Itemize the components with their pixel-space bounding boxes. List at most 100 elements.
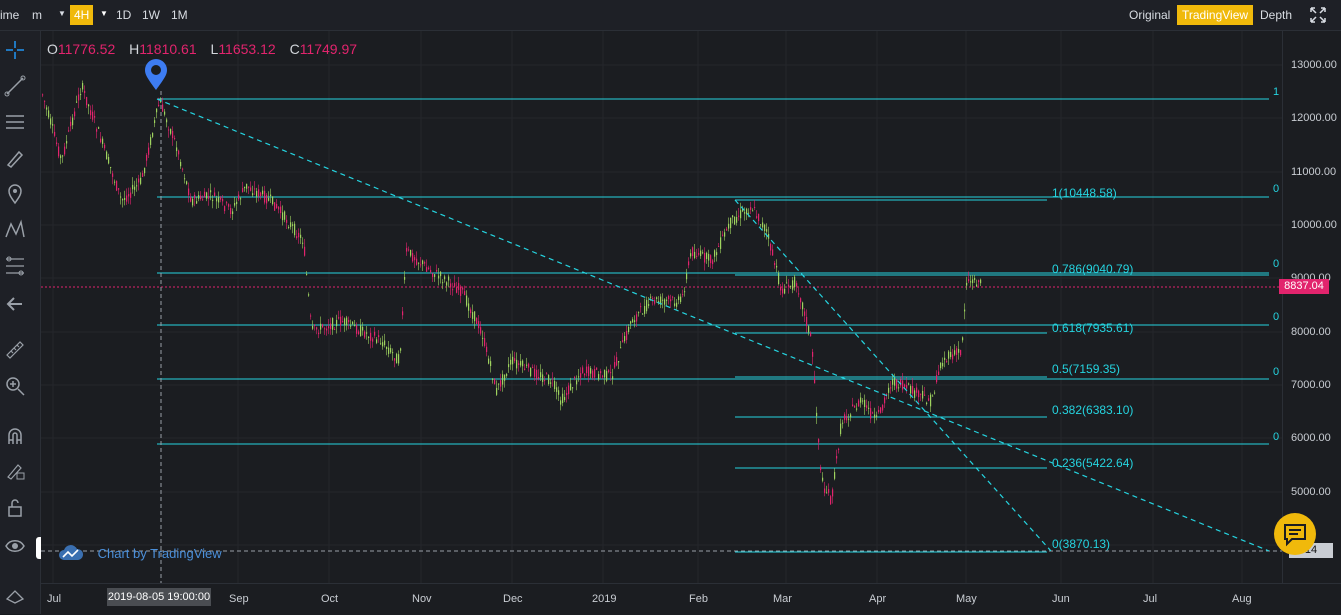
candle-body bbox=[678, 296, 680, 301]
fib-edge-label: 0 bbox=[1273, 311, 1280, 323]
fullscreen-icon[interactable] bbox=[1310, 7, 1326, 23]
candle-body bbox=[72, 117, 74, 126]
candle-body bbox=[848, 418, 850, 420]
price-chart[interactable] bbox=[41, 31, 1282, 583]
candle-body bbox=[570, 383, 572, 391]
candle-body bbox=[124, 197, 126, 200]
candle-body bbox=[394, 358, 396, 361]
pattern-icon[interactable] bbox=[4, 219, 26, 241]
candle-body bbox=[960, 350, 962, 356]
interval-dropdown-icon[interactable]: ▼ bbox=[100, 9, 108, 18]
fib-tool-icon[interactable] bbox=[4, 255, 26, 277]
candle-body bbox=[708, 253, 710, 261]
interval-1d[interactable]: 1D bbox=[116, 8, 132, 22]
candle-body bbox=[526, 364, 528, 366]
candle-body bbox=[80, 94, 82, 96]
candle-body bbox=[618, 361, 620, 363]
candle-body bbox=[112, 173, 114, 177]
interval-4h[interactable]: 4H bbox=[70, 5, 94, 25]
price-axis[interactable]: 13000.00 12000.00 11000.00 10000.00 9000… bbox=[1282, 31, 1341, 583]
candle-body bbox=[302, 242, 304, 244]
candle-body bbox=[370, 332, 372, 341]
candle-body bbox=[174, 138, 176, 140]
candle-body bbox=[930, 394, 932, 407]
chart-area[interactable] bbox=[41, 31, 1282, 583]
unlock-icon[interactable] bbox=[4, 497, 26, 519]
interval-1m[interactable]: 1M bbox=[171, 8, 188, 22]
candle-body bbox=[200, 195, 202, 200]
candle-body bbox=[286, 219, 288, 223]
fib-level-0786: 0.786(9040.79) bbox=[1052, 262, 1134, 276]
candle-body bbox=[406, 247, 408, 252]
view-original[interactable]: Original bbox=[1129, 8, 1171, 22]
lock-drawing-icon[interactable] bbox=[4, 459, 26, 481]
candle-body bbox=[732, 215, 734, 218]
candle-body bbox=[76, 101, 78, 103]
marker-pin-icon[interactable] bbox=[4, 183, 26, 205]
candle-body bbox=[796, 283, 798, 287]
candle-body bbox=[96, 129, 98, 132]
candle-body bbox=[382, 342, 384, 347]
unit-dropdown-icon[interactable]: ▼ bbox=[58, 9, 66, 18]
candle-body bbox=[102, 138, 104, 144]
time-axis[interactable]: Jul Sep Oct Nov Dec 2019 Feb Mar Apr May… bbox=[41, 583, 1341, 615]
brush-icon[interactable] bbox=[4, 147, 26, 169]
candle-body bbox=[386, 346, 388, 350]
candle-body bbox=[52, 124, 54, 126]
location-pin-icon[interactable] bbox=[143, 59, 169, 91]
candle-body bbox=[680, 296, 682, 302]
trend-line-icon[interactable] bbox=[4, 75, 26, 97]
candle-body bbox=[178, 150, 180, 155]
price-tick: 12000.00 bbox=[1291, 112, 1337, 124]
crosshair-icon[interactable] bbox=[4, 39, 26, 61]
back-arrow-icon[interactable] bbox=[4, 293, 26, 315]
candle-body bbox=[750, 207, 752, 210]
candle-body bbox=[934, 392, 936, 394]
chat-button[interactable] bbox=[1274, 513, 1316, 555]
toolbar-collapse-handle[interactable] bbox=[36, 537, 45, 559]
fib-edge-label: 0 bbox=[1273, 431, 1280, 443]
candle-body bbox=[448, 276, 450, 281]
candle-body bbox=[564, 397, 566, 401]
candle-body bbox=[722, 234, 724, 236]
view-depth[interactable]: Depth bbox=[1260, 8, 1293, 22]
candle-body bbox=[450, 283, 452, 288]
candle-body bbox=[460, 286, 462, 296]
time-tick: Aug bbox=[1232, 593, 1252, 605]
candle-body bbox=[154, 120, 156, 124]
horizontal-lines-icon[interactable] bbox=[4, 111, 26, 133]
unit-selector[interactable]: m bbox=[32, 8, 42, 22]
candle-body bbox=[262, 190, 264, 195]
zoom-in-icon[interactable] bbox=[4, 375, 26, 397]
candle-body bbox=[138, 178, 140, 183]
candle-body bbox=[126, 195, 128, 202]
interval-1w[interactable]: 1W bbox=[142, 8, 160, 22]
candle-body bbox=[122, 199, 124, 201]
candle-body bbox=[630, 321, 632, 324]
magnet-icon[interactable] bbox=[4, 425, 26, 447]
candle-body bbox=[428, 267, 430, 270]
eye-icon[interactable] bbox=[4, 535, 26, 557]
price-tick: 10000.00 bbox=[1291, 219, 1337, 231]
candle-body bbox=[364, 331, 366, 338]
candle-body bbox=[692, 247, 694, 257]
candle-body bbox=[644, 305, 646, 314]
trash-icon[interactable] bbox=[4, 583, 26, 605]
tradingview-watermark[interactable]: Chart by TradingView bbox=[58, 544, 222, 564]
drawing-toolbar bbox=[0, 31, 41, 614]
candle-body bbox=[754, 206, 756, 208]
candle-body bbox=[804, 311, 806, 316]
ruler-icon[interactable] bbox=[4, 339, 26, 361]
candle-body bbox=[752, 210, 754, 212]
candle-body bbox=[454, 283, 456, 287]
fib-edge-label: 0 bbox=[1273, 366, 1280, 378]
view-tradingview[interactable]: TradingView bbox=[1177, 5, 1254, 25]
candle-body bbox=[718, 246, 720, 248]
candle-body bbox=[700, 250, 702, 257]
candle-body bbox=[206, 192, 208, 199]
candle-body bbox=[512, 356, 514, 365]
candle-body bbox=[940, 362, 942, 369]
candle-body bbox=[774, 262, 776, 266]
candle-body bbox=[546, 373, 548, 375]
candle-body bbox=[340, 316, 342, 326]
